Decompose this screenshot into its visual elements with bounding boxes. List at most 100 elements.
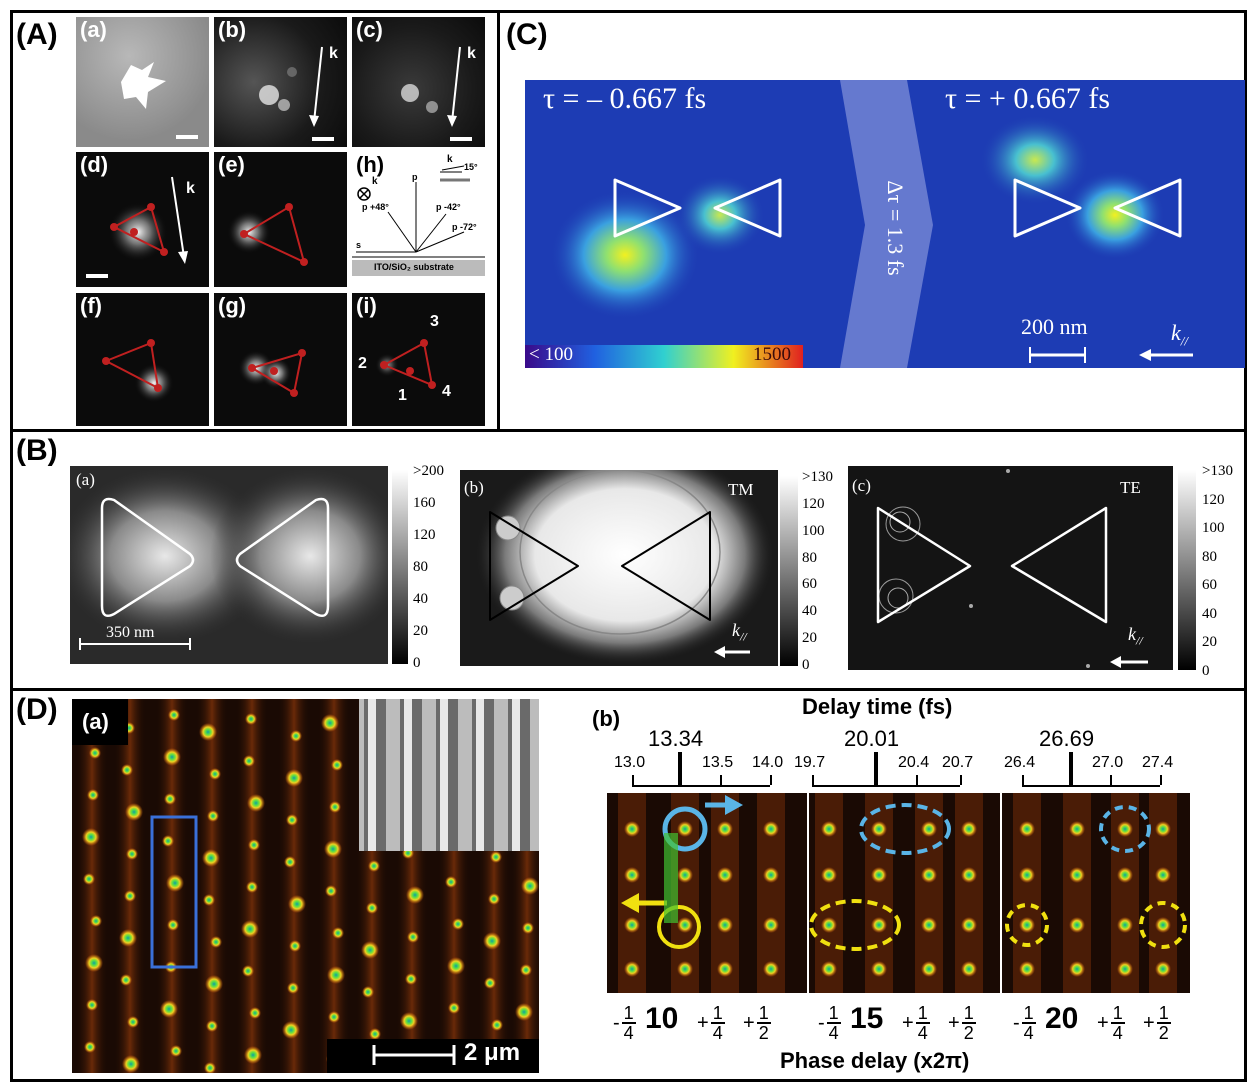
panel-Bb-image: (b) TM k// <box>460 470 778 666</box>
Db-minor-tick <box>770 775 772 785</box>
Db-minor-tick-label: 20.7 <box>942 754 974 771</box>
panel-Ba-image: (a) 350 nm <box>70 466 388 664</box>
Db-minor-tick <box>960 775 962 785</box>
c-k-text: k <box>1171 320 1181 345</box>
c-delta-chevron <box>840 80 933 368</box>
Db-minor-tick-label: 27.4 <box>1142 754 1174 771</box>
Ba-colorbar-tick: 0 <box>413 655 421 671</box>
schematic-p48: p +48° <box>362 202 389 212</box>
c-triangle-right-1 <box>1013 178 1082 238</box>
schematic-substrate: ITO/SiO₂ substrate <box>374 262 454 272</box>
Db-phase-plus-half: +1 2 <box>948 1004 976 1042</box>
schematic-p-neg42: p -42° <box>436 202 461 212</box>
Db-phase-plus-quarter: +1 4 <box>1097 1004 1125 1042</box>
Db-phase-minus-quarter-sign: - <box>1013 1011 1020 1034</box>
tau-left: τ = – 0.667 fs <box>543 82 707 115</box>
Db-yellow-arrow <box>621 893 639 913</box>
Db-major-tick <box>874 752 878 786</box>
Bc-colorbar <box>1178 470 1196 670</box>
Bb-k-sub: // <box>740 629 747 644</box>
Bc-colorbar-tick: 120 <box>1202 491 1225 508</box>
Da-highlight-box <box>150 815 198 969</box>
Bb-colorbar-tick: 40 <box>802 603 817 620</box>
Bb-colorbar <box>780 476 798 666</box>
Db-minor-tick-label: 13.0 <box>614 754 646 771</box>
Bc-mode: TE <box>1120 478 1141 497</box>
tile-e-label: (e) <box>218 152 245 177</box>
Db-phase-minus-quarter-num: 1 <box>1021 1003 1036 1024</box>
Da-label-box <box>72 699 128 745</box>
tile-c-label: (c) <box>356 17 383 42</box>
Db-phase-plus-quarter-den: 4 <box>1112 1023 1123 1043</box>
tile-i-label: (i) <box>356 293 377 318</box>
Da-label: (a) <box>82 709 109 734</box>
Bc-colorbar-tick: 100 <box>1202 520 1225 537</box>
Db-minor-tick <box>1110 775 1112 785</box>
Db-phase-plus-quarter-sign: + <box>697 1011 709 1034</box>
Db-phase-plus-half-num: 1 <box>1156 1003 1171 1024</box>
Db-label: (b) <box>592 706 621 731</box>
Db-phase-plus-half-sign: + <box>743 1011 755 1034</box>
Bc-colorbar-tick: 80 <box>1202 548 1217 565</box>
frame-D <box>10 688 1247 1082</box>
Da-scalebar-label: 2 μm <box>464 1039 521 1066</box>
Db-axis-line <box>632 785 770 787</box>
Db-major-tick <box>678 752 682 786</box>
schematic-k-small: k <box>447 154 453 165</box>
Bb-colorbar-tick: 0 <box>802 657 810 673</box>
Bc-colorbar-tick: >130 <box>1202 463 1233 479</box>
Db-minor-tick <box>632 775 634 785</box>
site-number-4: 4 <box>442 383 451 400</box>
Db-phase-title: Phase delay (x2π) <box>780 1048 970 1073</box>
tile-e-image: (e) <box>214 152 347 287</box>
tau-right: τ = + 0.667 fs <box>945 82 1111 115</box>
Bb-k-text: k <box>732 620 740 640</box>
Db-phase-minus-quarter-den: 4 <box>623 1023 634 1043</box>
Bb-colorbar-tick: 100 <box>802 522 825 539</box>
Db-minor-tick-label: 19.7 <box>794 754 826 771</box>
Db-phase-plus-half-sign: + <box>1143 1011 1155 1034</box>
tile-a-sem-image: (a) <box>76 17 209 147</box>
Db-phase-plus-half-sign: + <box>948 1011 960 1034</box>
c-triangle-right-2 <box>1113 178 1182 238</box>
Db-phase-minus-quarter-num: 1 <box>621 1003 636 1024</box>
Db-phase-plus-half-num: 1 <box>961 1003 976 1024</box>
scalebar-a <box>176 135 198 139</box>
Db-phase-plus-half-den: 2 <box>963 1023 974 1043</box>
site-number-2: 2 <box>358 355 367 372</box>
Ba-colorbar-tick: 40 <box>413 591 428 607</box>
Db-axis-line <box>1022 785 1160 787</box>
tile-a-label: (a) <box>80 17 107 42</box>
c-colorbar-min: < 100 <box>529 344 573 365</box>
Bb-colorbar-tick: 60 <box>802 576 817 593</box>
Ba-scalebar-label: 350 nm <box>106 624 155 641</box>
Db-image-strip <box>607 793 1190 993</box>
Db-minor-tick-label: 26.4 <box>1004 754 1036 771</box>
tile-b-pemm-image: (b) k <box>214 17 347 147</box>
c-scalebar-label: 200 nm <box>1021 314 1088 339</box>
panel-A-label: (A) <box>16 18 58 51</box>
schematic-p: p <box>412 172 418 182</box>
Db-phase-plus-quarter-den: 4 <box>917 1023 928 1043</box>
delta-tau: Δτ = 1.3 fs <box>883 180 908 276</box>
Ba-colorbar-tick: 80 <box>413 559 428 575</box>
Db-minor-tick <box>1160 775 1162 785</box>
tile-d-label: (d) <box>80 152 109 177</box>
tile-c-pemm-image: (c) k <box>352 17 485 147</box>
Db-phase-minus-quarter-num: 1 <box>826 1003 841 1024</box>
Db-cyan-arrow <box>725 795 743 815</box>
tile-i-image: (i) 1 2 3 4 <box>352 293 485 426</box>
schematic-k-vec: k <box>372 176 378 187</box>
Db-phase-center: 15 <box>850 1002 884 1035</box>
c-triangle-left-2 <box>713 178 782 238</box>
Ba-label: (a) <box>76 470 95 489</box>
schematic-s: s <box>356 240 362 250</box>
